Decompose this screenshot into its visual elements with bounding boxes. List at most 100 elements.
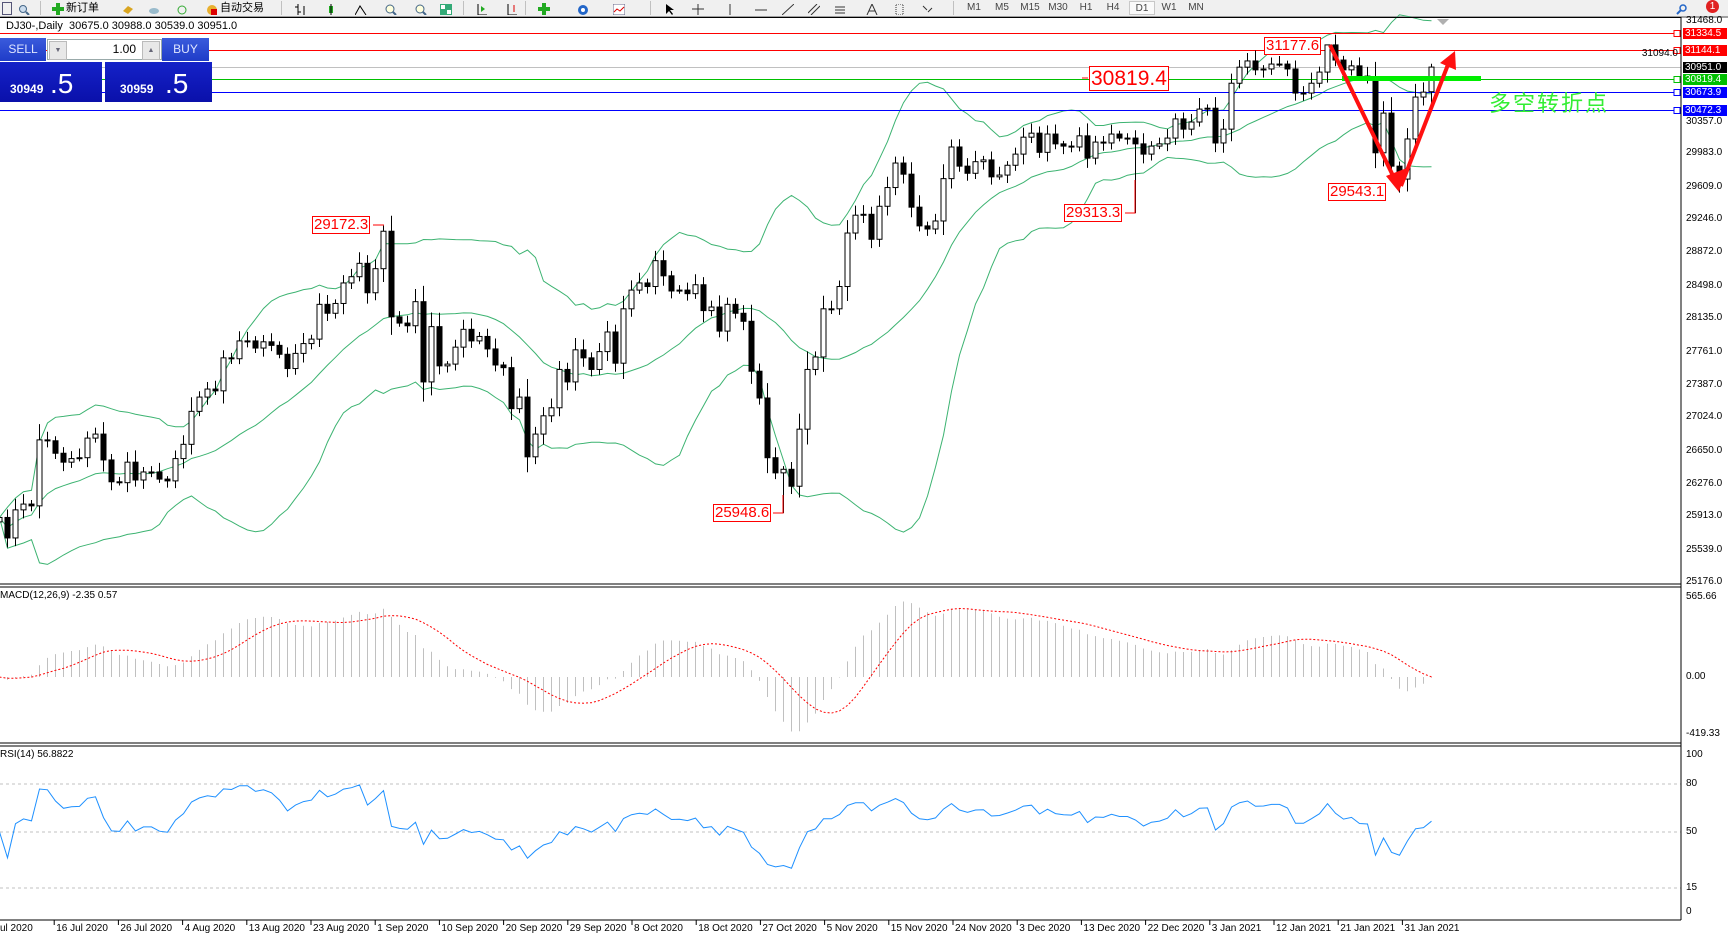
horizontal-levels[interactable] [0, 30, 1681, 114]
candle [1324, 44, 1331, 83]
equidistant-channel-icon[interactable] [807, 2, 821, 16]
price-axis-label: 29246.0 [1686, 213, 1723, 225]
candle-body [1276, 63, 1283, 66]
sell-button[interactable]: SELL [0, 38, 46, 61]
timeframe-h4[interactable]: H4 [1106, 2, 1120, 13]
candle [644, 278, 651, 294]
candle [572, 338, 579, 391]
candle [1284, 60, 1291, 77]
text-label-icon[interactable] [894, 2, 906, 16]
chart-shift-marker[interactable] [1437, 19, 1449, 25]
zoom-in-icon[interactable] [385, 2, 397, 16]
new-order-button[interactable]: 新订单 [66, 2, 99, 14]
auto-trade-icon[interactable] [206, 2, 218, 15]
candle [692, 274, 699, 299]
timeframe-d1[interactable]: D1 [1129, 1, 1155, 15]
candle-body [140, 471, 147, 481]
price-axis-label: 29983.0 [1686, 147, 1723, 159]
candle [1124, 133, 1131, 145]
candle-body [1196, 108, 1203, 123]
lot-increase-button[interactable]: ▲ [142, 41, 160, 60]
candle [580, 339, 587, 367]
trendline-icon[interactable] [781, 2, 795, 16]
candle-body [668, 275, 675, 292]
candle [972, 150, 979, 179]
price-tag-30673.9: 30673.9 [1683, 87, 1727, 98]
zoom-out-icon[interactable] [415, 2, 427, 16]
crosshair-icon[interactable] [692, 2, 704, 15]
tile-windows-icon[interactable] [440, 2, 452, 15]
lot-decrease-button[interactable]: ▼ [49, 41, 67, 60]
candlestick-icon[interactable] [325, 2, 337, 15]
buy-button[interactable]: BUY [162, 38, 209, 61]
lot-value[interactable]: 1.00 [112, 42, 136, 56]
candle-body [940, 178, 947, 222]
candle-body [236, 340, 243, 360]
candle-body [556, 368, 563, 409]
timeframe-m5[interactable]: M5 [995, 2, 1009, 13]
bar-chart-icon[interactable] [295, 2, 307, 15]
timeframe-h1[interactable]: H1 [1079, 2, 1093, 13]
candle-body [1324, 44, 1331, 73]
candle [84, 431, 91, 468]
periods-icon[interactable] [577, 2, 589, 15]
candle-body [756, 370, 763, 399]
candle-body [764, 397, 771, 459]
candle [428, 312, 435, 396]
candle-body [604, 331, 611, 353]
buy-price-box[interactable]: 30959 .5 [105, 62, 212, 102]
horizontal-line-icon[interactable] [755, 2, 767, 13]
vertical-line-icon[interactable] [724, 2, 736, 15]
cloud-icon[interactable] [148, 2, 160, 14]
timeframe-m1[interactable]: M1 [967, 2, 981, 13]
level-handle [1673, 107, 1681, 114]
window-icon[interactable] [2, 2, 12, 15]
candle-body [404, 322, 411, 327]
v-reversal-arrows[interactable] [1328, 44, 1456, 192]
candle-body [444, 363, 451, 367]
timeframe-m30[interactable]: M30 [1048, 2, 1068, 13]
candle-body [628, 289, 635, 310]
timeframe-m15[interactable]: M15 [1020, 2, 1040, 13]
date-axis-label: 5 Nov 2020 [826, 923, 878, 934]
candle-body [1244, 60, 1251, 68]
auto-trade-button[interactable]: 自动交易 [220, 2, 264, 14]
timeframe-w1[interactable]: W1 [1161, 2, 1177, 13]
line-chart-icon[interactable] [354, 2, 367, 16]
new-order-icon[interactable] [52, 2, 64, 15]
candle-body [1068, 145, 1075, 148]
support-resistance-highlight[interactable] [1342, 76, 1481, 81]
candle [1244, 53, 1251, 75]
zoom-icon[interactable] [18, 2, 30, 16]
high-label-29172[interactable]: 29172.3 [312, 216, 371, 234]
macd-indicator [0, 601, 1432, 732]
sell-price-box[interactable]: 30949 .5 [0, 62, 102, 102]
price-tag-30472.3: 30472.3 [1683, 105, 1727, 116]
signal-icon[interactable] [176, 2, 188, 15]
lot-size-field[interactable]: ▼ 1.00 ▲ [47, 39, 162, 60]
timeframe-mn[interactable]: MN [1188, 2, 1204, 13]
candle-body [204, 388, 211, 398]
high-label-31177[interactable]: 31177.6 [1264, 37, 1322, 55]
candle-body [748, 320, 755, 372]
cursor-icon[interactable] [664, 2, 676, 15]
text-tool-icon[interactable] [866, 2, 878, 16]
fibonacci-icon[interactable] [835, 2, 847, 14]
separator [463, 1, 464, 15]
low-label-29543[interactable]: 29543.1 [1328, 183, 1387, 201]
indicators-icon[interactable] [538, 2, 550, 15]
candle [0, 516, 3, 523]
notification-badge[interactable]: 1 [1706, 0, 1719, 13]
gold-icon[interactable] [122, 2, 134, 14]
low-label-29313[interactable]: 29313.3 [1064, 204, 1123, 222]
candle-body [1316, 71, 1323, 84]
candle [1140, 133, 1147, 164]
search-icon[interactable] [1676, 2, 1688, 15]
level-label-30819[interactable]: 30819.4 [1089, 66, 1169, 91]
candle-body [1380, 112, 1387, 154]
low-label-25948[interactable]: 25948.6 [713, 504, 772, 522]
reversal-point-annotation[interactable]: 多空转折点 [1489, 91, 1610, 116]
candle [708, 300, 715, 317]
arrows-icon[interactable] [922, 2, 934, 13]
